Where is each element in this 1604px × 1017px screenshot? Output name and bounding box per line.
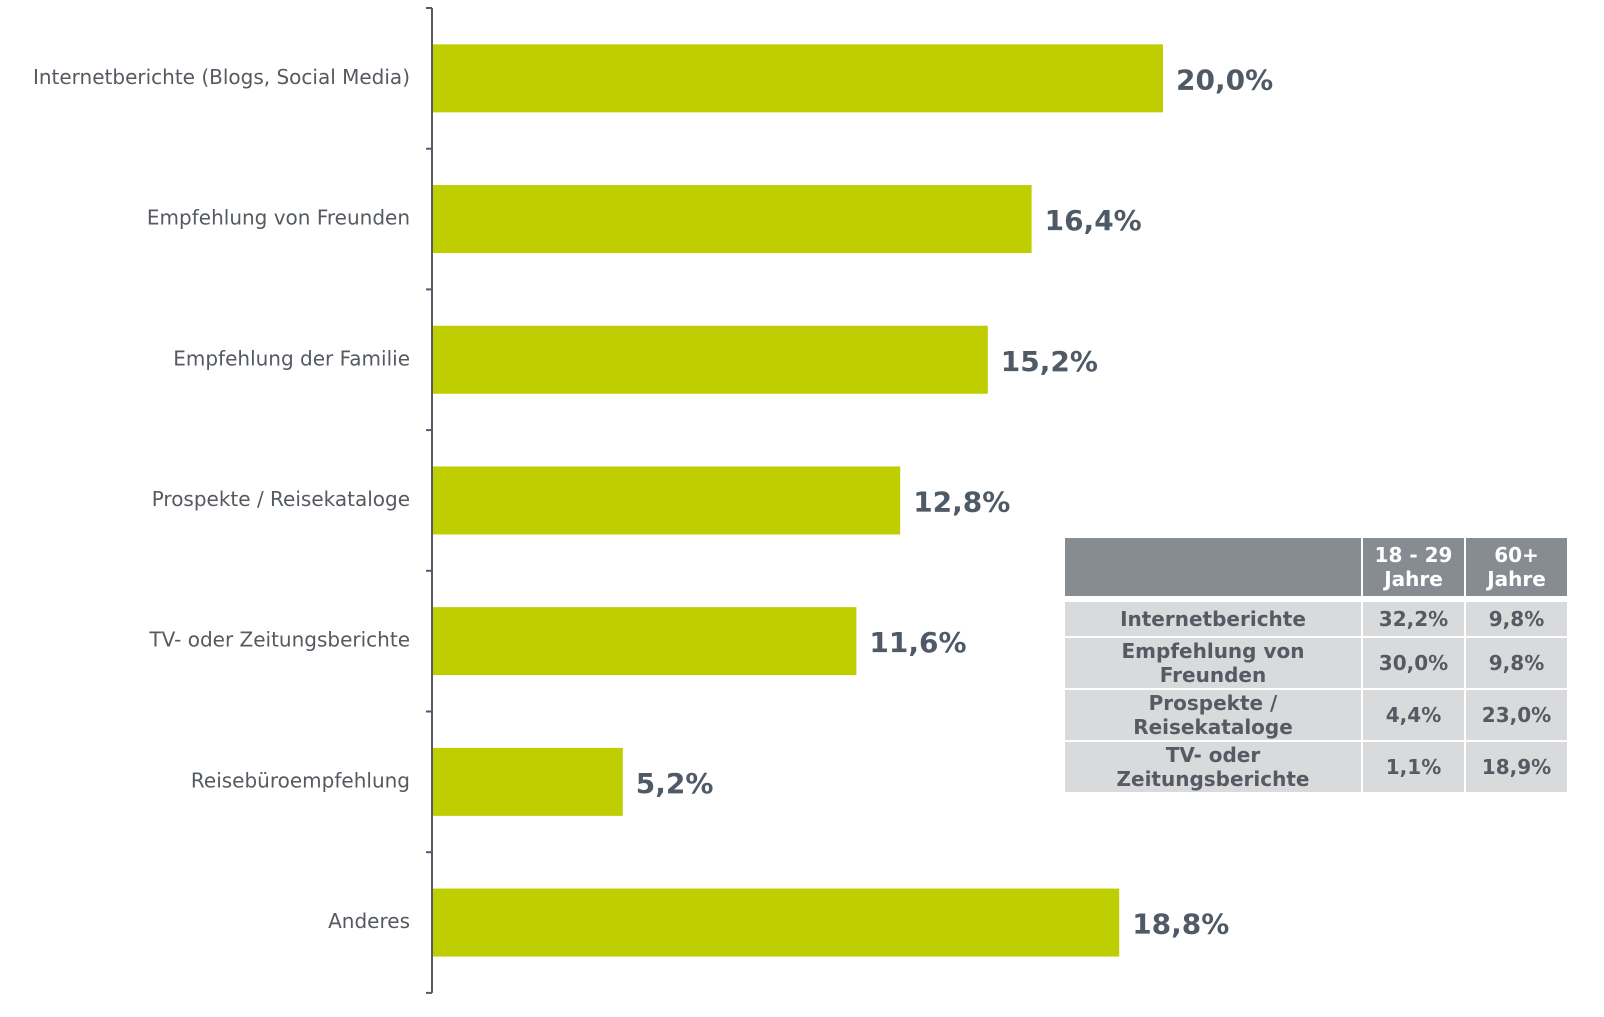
table-cell: Prospekte / Reisekataloge [1065,690,1361,740]
category-label: Prospekte / Reisekataloge [152,487,410,511]
category-label: Anderes [328,909,410,933]
category-label: Reisebüroempfehlung [191,768,410,792]
table-row: Prospekte / Reisekataloge 4,4% 23,0% [1065,690,1567,740]
table-cell [1065,538,1361,596]
bar [433,888,1120,957]
table-cell: 23,0% [1466,690,1567,740]
value-label: 5,2% [636,767,714,800]
table-cell: 1,1% [1363,742,1464,792]
bar [433,185,1032,254]
table-cell: 32,2% [1363,602,1464,636]
table-cell: Empfehlung von Freunden [1065,638,1361,688]
table-cell: 18 - 29 Jahre [1363,538,1464,596]
table-cell: 9,8% [1466,638,1567,688]
value-label: 16,4% [1045,204,1142,237]
table-row: Internetberichte 32,2% 9,8% [1065,602,1567,636]
table-cell: 4,4% [1363,690,1464,740]
value-label: 15,2% [1001,345,1098,378]
bar [433,466,901,535]
table-row: 18 - 29 Jahre 60+ Jahre [1065,538,1567,596]
table-cell: 60+ Jahre [1466,538,1567,596]
value-label: 18,8% [1132,908,1229,941]
table-cell: TV- oder Zeitungsberichte [1065,742,1361,792]
value-label: 11,6% [869,626,966,659]
value-label: 12,8% [913,485,1010,518]
bar [433,747,623,816]
category-label: Internetberichte (Blogs, Social Media) [33,65,410,89]
value-label: 20,0% [1176,63,1273,96]
table-cell: 9,8% [1466,602,1567,636]
table-cell: 18,9% [1466,742,1567,792]
table-cell: Internetberichte [1065,602,1361,636]
table-cell: 30,0% [1363,638,1464,688]
table-row: TV- oder Zeitungsberichte 1,1% 18,9% [1065,742,1567,792]
category-label: TV- oder Zeitungsberichte [148,628,410,652]
bar [433,44,1163,113]
category-label: Empfehlung der Familie [173,346,410,370]
category-label: Empfehlung von Freunden [147,206,410,230]
bar [433,607,857,676]
table-row: Empfehlung von Freunden 30,0% 9,8% [1065,638,1567,688]
comparison-table: 18 - 29 Jahre 60+ Jahre Internetberichte 32… [1065,538,1567,794]
bar [433,325,988,394]
